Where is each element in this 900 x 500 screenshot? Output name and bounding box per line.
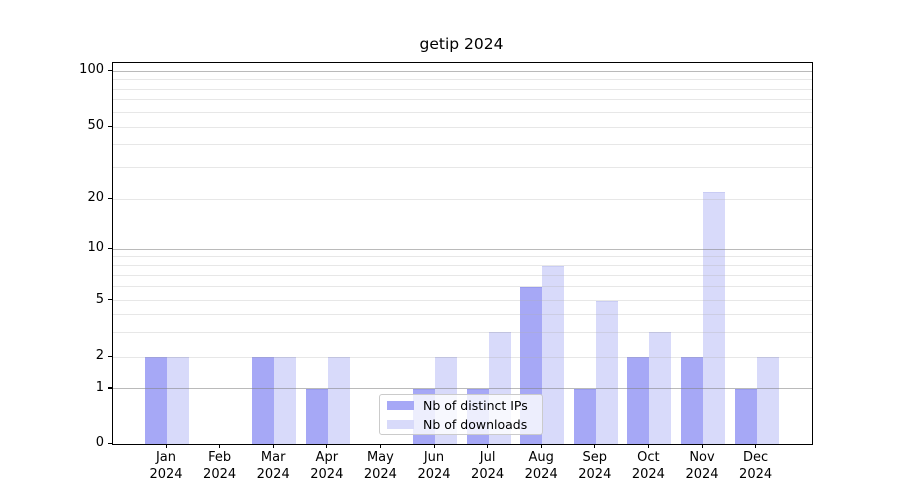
x-axis-tick-label-may: May 2024: [363, 450, 397, 482]
x-axis-tick-mark: [487, 444, 489, 448]
x-axis-tick-mark: [701, 444, 703, 448]
x-axis-tick-mark: [647, 444, 650, 448]
x-axis-tick-label-dec: Dec 2024: [739, 450, 773, 482]
x-axis-tick-mark: [594, 444, 596, 448]
gridline-minor-20: [113, 198, 812, 200]
y-axis-tick-mark: [108, 442, 112, 444]
y-axis-tick-label-50: 50: [87, 118, 104, 133]
x-axis-tick-label-mar: Mar 2024: [256, 450, 290, 482]
gridline-minor-7: [113, 275, 812, 276]
y-axis-tick-mark: [108, 197, 112, 199]
x-axis-tick-label-oct: Oct 2024: [631, 450, 665, 482]
y-axis-tick-mark: [108, 387, 112, 389]
x-axis-tick-label-jun: Jun 2024: [417, 450, 451, 482]
y-axis-tick-label-2: 2: [95, 348, 104, 364]
gridline-minor-60: [113, 111, 812, 113]
bar-distinct-ips-nov: [681, 357, 703, 444]
bar-downloads-apr: [327, 357, 350, 444]
x-axis-tick-label-apr: Apr 2024: [310, 450, 344, 482]
y-axis-tick-mark: [108, 125, 112, 127]
x-axis-tick-label-sep: Sep 2024: [578, 450, 612, 482]
bar-distinct-ips-sep: [573, 388, 596, 444]
x-axis-tick-mark: [379, 444, 382, 448]
bar-downloads-sep: [595, 300, 618, 444]
y-axis-tick-label-1: 1: [95, 379, 104, 395]
legend-swatch-distinct-ips: [387, 400, 414, 410]
y-axis-tick-mark: [108, 247, 112, 249]
gridline-minor-5: [113, 300, 812, 301]
bar-downloads-jan: [167, 357, 189, 444]
y-axis-tick-label-0: 0: [95, 435, 104, 450]
legend-label-distinct-ips: Nb of distinct IPs: [423, 397, 528, 413]
bar-distinct-ips-dec: [734, 388, 757, 444]
gridline-major-100: [113, 70, 812, 72]
bar-distinct-ips-oct: [627, 357, 650, 444]
gridline-minor-2: [113, 356, 812, 358]
x-axis-tick-label-aug: Aug 2024: [524, 450, 558, 482]
bar-downloads-nov: [703, 191, 725, 444]
y-axis-tick-label-20: 20: [87, 190, 104, 206]
legend-label-downloads: Nb of downloads: [423, 416, 528, 432]
x-axis-tick-label-feb: Feb 2024: [203, 450, 237, 482]
y-axis-tick-mark: [108, 355, 112, 357]
gridline-minor-40: [113, 144, 812, 146]
bar-downloads-oct: [649, 332, 672, 444]
legend: Nb of distinct IPs Nb of downloads: [379, 394, 543, 435]
gridline-minor-9: [113, 256, 812, 258]
bar-distinct-ips-mar: [252, 357, 275, 444]
bar-distinct-ips-apr: [305, 388, 328, 444]
x-axis-tick-mark: [326, 444, 328, 448]
y-axis-tick-label-10: 10: [87, 240, 104, 255]
gridline-minor-8: [113, 265, 812, 267]
bar-downloads-mar: [274, 357, 297, 444]
x-axis-tick-mark: [219, 444, 221, 448]
gridline-major-10: [113, 248, 812, 250]
x-axis-tick-mark: [165, 444, 167, 448]
gridline-minor-4: [113, 313, 812, 315]
gridline-minor-3: [113, 331, 812, 333]
legend-swatch-downloads: [387, 419, 414, 429]
gridline-minor-70: [113, 99, 812, 101]
gridline-minor-50: [113, 126, 812, 128]
y-axis-tick-label-5: 5: [95, 291, 104, 307]
x-axis-tick-label-jul: Jul 2024: [471, 450, 505, 482]
y-axis-tick-mark: [108, 299, 112, 301]
gridline-major-1: [113, 388, 812, 390]
gridline-minor-80: [113, 88, 812, 90]
x-axis-tick-label-nov: Nov 2024: [685, 450, 719, 482]
gridline-minor-30: [113, 166, 812, 168]
x-axis-tick-mark: [540, 444, 542, 448]
plot-area: [112, 62, 813, 445]
y-axis-tick-mark: [108, 69, 112, 71]
legend-entry-downloads: Nb of downloads: [387, 417, 535, 432]
bar-downloads-dec: [756, 357, 779, 444]
legend-entry-distinct-ips: Nb of distinct IPs: [387, 398, 535, 413]
bar-downloads-aug: [542, 265, 565, 444]
x-axis-tick-mark: [433, 444, 435, 448]
x-axis-tick-label-jan: Jan 2024: [149, 450, 183, 482]
gridline-minor-90: [113, 79, 812, 80]
x-axis-tick-mark: [755, 444, 757, 448]
x-axis-tick-mark: [272, 444, 274, 448]
bar-distinct-ips-jan: [145, 357, 167, 444]
gridline-minor-6: [113, 286, 812, 288]
gridlines-layer: [113, 63, 812, 444]
chart-title: getip 2024: [419, 35, 504, 53]
y-axis-tick-label-100: 100: [79, 62, 104, 77]
